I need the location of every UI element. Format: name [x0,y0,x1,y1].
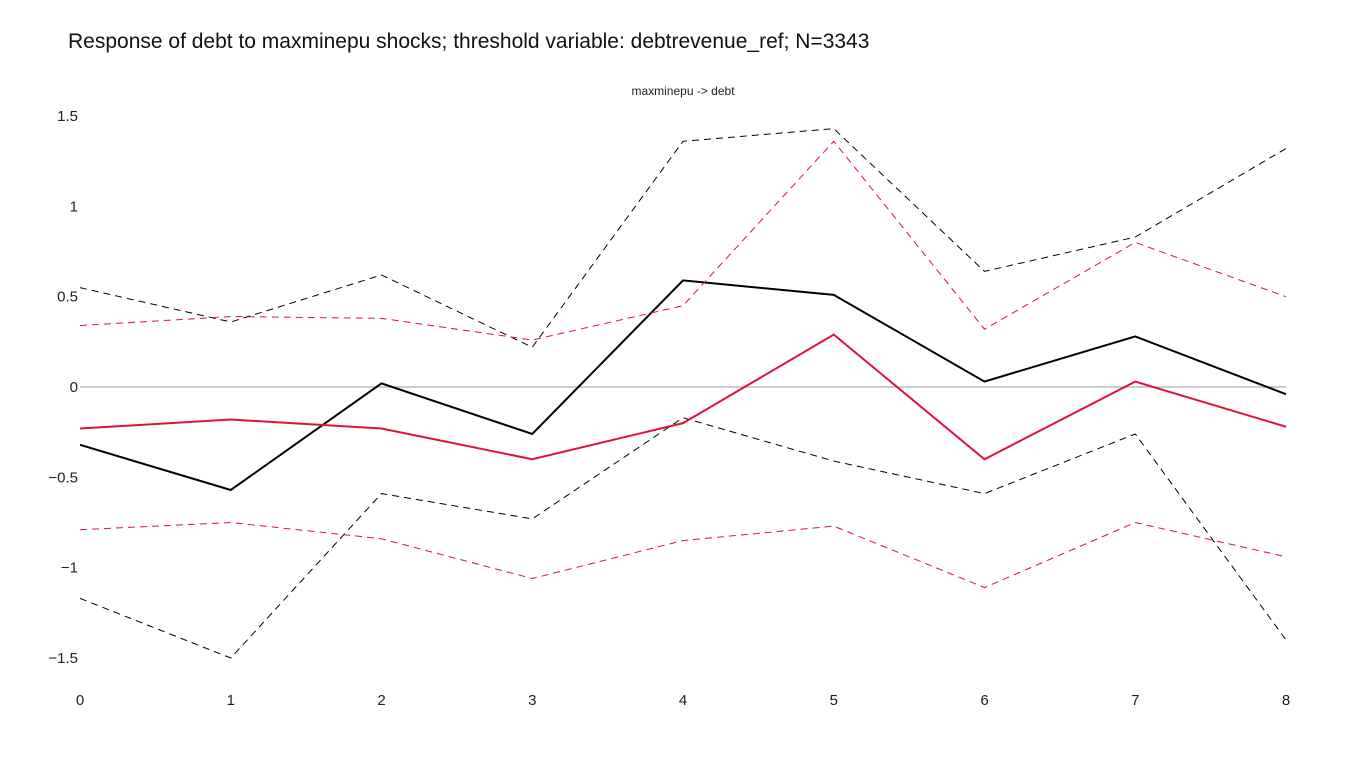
chart-title: Response of debt to maxminepu shocks; th… [68,30,870,53]
series-line-2 [79,417,1287,659]
y-tick-label: −0.5 [48,469,78,486]
series-line-3 [79,333,1287,461]
x-tick-label: 0 [76,692,84,709]
series-line-1 [79,128,1287,348]
x-tick-label: 3 [528,692,536,709]
y-tick-label: −1.5 [48,650,78,667]
y-tick-label: 1 [70,198,78,215]
x-tick-label: 4 [679,692,687,709]
series-line-0 [79,279,1287,492]
y-tick-label: −1 [61,560,78,577]
x-tick-label: 2 [377,692,385,709]
y-tick-label: 0.5 [57,289,78,306]
x-tick-label: 1 [227,692,235,709]
series-line-4 [79,140,1287,341]
x-tick-label: 8 [1282,692,1290,709]
y-tick-label: 1.5 [57,108,78,125]
x-tick-label: 7 [1131,692,1139,709]
series-line-5 [79,521,1287,589]
chart-subtitle: maxminepu -> debt [631,84,735,98]
x-tick-label: 6 [980,692,988,709]
y-tick-label: 0 [70,379,78,396]
x-tick-label: 5 [830,692,838,709]
